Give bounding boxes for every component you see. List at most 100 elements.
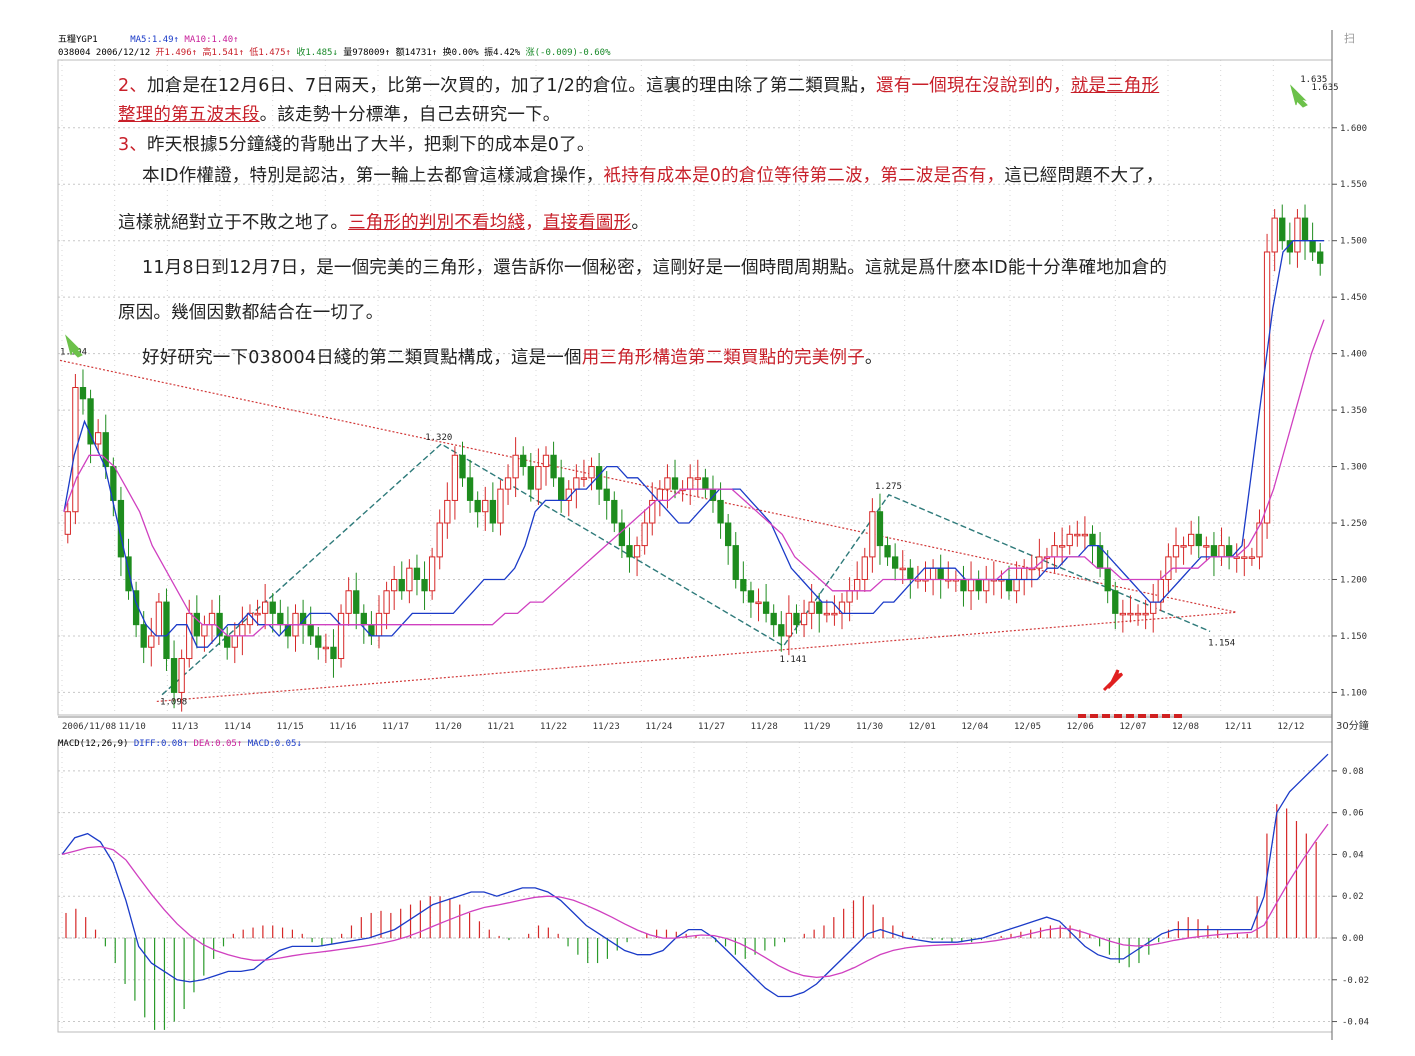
turnover-value: 换0.00% bbox=[442, 48, 479, 58]
candle-body bbox=[1112, 590, 1119, 614]
x-tick-label: 12/05 bbox=[1014, 722, 1041, 732]
macd-frame bbox=[57, 741, 1333, 1033]
candle-body bbox=[823, 612, 830, 616]
candle-body bbox=[1119, 612, 1127, 616]
price-annotation: 1.635 bbox=[1311, 83, 1338, 93]
candle-body bbox=[527, 466, 534, 490]
candle-body bbox=[178, 658, 185, 693]
volume-value: 量978009↑ bbox=[343, 48, 391, 58]
x-tick-label: 11/22 bbox=[540, 722, 567, 732]
candle-body bbox=[489, 499, 497, 524]
candle-body bbox=[1241, 556, 1248, 559]
candle-body bbox=[1051, 545, 1058, 558]
candle-body bbox=[1081, 533, 1089, 537]
candle-body bbox=[125, 556, 132, 592]
candle-body bbox=[345, 590, 352, 614]
candle-body bbox=[816, 601, 823, 614]
x-tick-label: 12/12 bbox=[1277, 722, 1304, 732]
text-l4d: 這已經問題不大了， bbox=[1004, 166, 1164, 186]
candle-body bbox=[315, 635, 322, 648]
macd-tick-label: 0.00 bbox=[1342, 934, 1364, 944]
red-arrow-icon bbox=[1102, 669, 1124, 692]
candle-body bbox=[1142, 612, 1149, 616]
candle-body bbox=[148, 635, 155, 648]
candle-body bbox=[550, 454, 557, 479]
candle-body bbox=[929, 567, 937, 580]
candle-body bbox=[421, 578, 428, 592]
candle-body bbox=[983, 578, 990, 592]
price-tick-label: 1.450 bbox=[1340, 293, 1367, 303]
candle-body bbox=[277, 612, 284, 626]
candle-body bbox=[436, 522, 443, 558]
candle-body bbox=[535, 466, 542, 490]
candle-body bbox=[869, 511, 876, 558]
x-tick-label: 11/13 bbox=[171, 722, 198, 732]
candle-body bbox=[793, 612, 800, 626]
candle-body bbox=[618, 522, 626, 547]
x-tick-label: 11/30 bbox=[856, 722, 883, 732]
candle-body bbox=[1218, 545, 1225, 558]
green-arrow-icon bbox=[1290, 84, 1308, 108]
candle-body bbox=[322, 646, 330, 650]
ma5-line bbox=[63, 240, 1324, 648]
x-tick-label: 12/06 bbox=[1067, 722, 1094, 732]
candle-body bbox=[224, 635, 231, 648]
candle-body bbox=[580, 477, 588, 480]
candle-body bbox=[520, 454, 527, 468]
green-arrow-icon bbox=[65, 334, 83, 358]
candle-body bbox=[391, 578, 398, 592]
text-l6: 11月8日到12月7日，是一個完美的三角形，還告訴你一個秘密，這剛好是一個時間周… bbox=[142, 258, 1168, 278]
candle-body bbox=[967, 578, 975, 592]
price-tick-label: 1.600 bbox=[1340, 124, 1367, 134]
candle-body bbox=[611, 499, 618, 524]
price-tick-label: 1.300 bbox=[1340, 463, 1367, 473]
candle-body bbox=[770, 612, 777, 626]
candle-body bbox=[1089, 533, 1096, 547]
text-l1b: 加倉是在12月6日、7日兩天，比第一次買的，加了1/2的倉位。這裏的理由除了第二… bbox=[147, 76, 877, 96]
candle-body bbox=[102, 432, 109, 468]
x-tick-label: 11/20 bbox=[435, 722, 462, 732]
candle-body bbox=[330, 646, 337, 660]
candle-body bbox=[1165, 556, 1172, 580]
candle-body bbox=[664, 477, 671, 490]
text-l7: 原因。幾個因數都結合在一切了。 bbox=[118, 303, 384, 323]
macd-tick-label: 0.02 bbox=[1342, 892, 1364, 902]
candle-body bbox=[854, 578, 861, 592]
candle-body bbox=[466, 477, 474, 501]
text-line-4: 本ID作權證，特別是認沽，第一輪上去都會這樣減倉操作，衹持有成本是0的倉位等待第… bbox=[118, 162, 1164, 187]
diff-line bbox=[61, 753, 1329, 998]
x-tick-label: 11/17 bbox=[382, 722, 409, 732]
candle-body bbox=[1263, 251, 1271, 524]
candle-body bbox=[140, 624, 147, 648]
candle-body bbox=[785, 612, 793, 637]
candle-body bbox=[428, 556, 436, 592]
candle-body bbox=[687, 477, 694, 490]
price-annotation: 1.141 bbox=[780, 655, 807, 665]
candle-body bbox=[1286, 240, 1294, 253]
text-line-7: 原因。幾個因數都結合在一切了。 bbox=[118, 299, 384, 324]
candle-body bbox=[1271, 217, 1278, 253]
candle-body bbox=[558, 477, 565, 501]
x-tick-label: 12/01 bbox=[909, 722, 936, 732]
x-tick-label: 11/24 bbox=[645, 722, 672, 732]
candle-body bbox=[861, 556, 868, 580]
candle-body bbox=[110, 466, 117, 501]
candle-body bbox=[337, 612, 345, 660]
x-tick-label: 11/29 bbox=[803, 722, 830, 732]
candle-body bbox=[1036, 556, 1043, 569]
moving-averages bbox=[63, 240, 1325, 648]
macd-tick-label: -0.04 bbox=[1342, 1018, 1369, 1028]
candle-body bbox=[633, 545, 641, 558]
candle-body bbox=[1172, 545, 1180, 558]
candle-body bbox=[1301, 217, 1309, 242]
diff-value: DIFF:0.08↑ bbox=[133, 739, 189, 749]
candle-body bbox=[1317, 251, 1324, 264]
candle-body bbox=[353, 590, 360, 614]
text-l1a: 2、 bbox=[118, 76, 148, 96]
text-l5d: 直接看圖形 bbox=[542, 213, 632, 233]
text-l1c: 還有一個現在沒說到的， bbox=[876, 76, 1071, 96]
candle-body bbox=[1066, 533, 1073, 547]
text-l5a: 這樣就絕對立于不敗之地了。 bbox=[118, 213, 349, 233]
price-annotation: 1.275 bbox=[875, 482, 902, 492]
text-l4c: 第二波是否有， bbox=[880, 166, 1005, 186]
